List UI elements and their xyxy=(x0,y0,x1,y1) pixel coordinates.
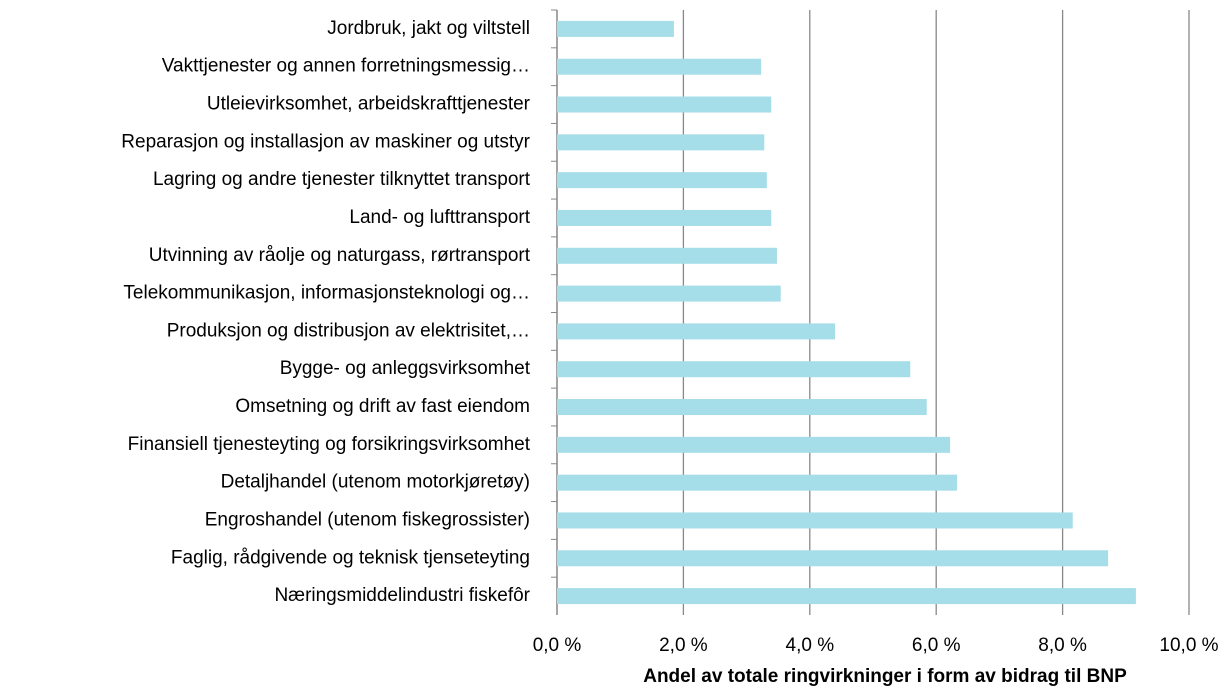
bar xyxy=(557,399,927,416)
y-tick-label: Reparasjon og installasjon av maskiner o… xyxy=(121,131,530,152)
y-tick-label: Næringsmiddelindustri fiskefôr xyxy=(274,585,530,606)
bar xyxy=(557,172,767,189)
bar xyxy=(557,436,951,453)
bar xyxy=(557,20,674,37)
y-tick-label: Faglig, rådgivende og teknisk tjenseteyt… xyxy=(171,547,530,568)
x-tick-label: 0,0 % xyxy=(533,635,582,656)
y-tick-label: Land- og lufttransport xyxy=(349,207,530,228)
bar xyxy=(557,474,958,491)
x-tick-label: 10,0 % xyxy=(1159,635,1218,656)
y-tick-label: Finansiell tjenesteyting og forsikringsv… xyxy=(128,434,531,455)
y-tick-label: Engroshandel (utenom fiskegrossister) xyxy=(205,509,530,530)
bar xyxy=(557,96,772,113)
bar xyxy=(557,285,781,302)
y-tick-label: Jordbruk, jakt og viltstell xyxy=(327,18,530,39)
x-tick-label: 2,0 % xyxy=(659,635,708,656)
bar xyxy=(557,209,772,226)
bar xyxy=(557,512,1073,529)
y-tick-label: Bygge- og anleggsvirksomhet xyxy=(280,358,531,379)
bar xyxy=(557,58,762,75)
y-tick-label: Utvinning av råolje og naturgass, rørtra… xyxy=(149,245,531,266)
y-tick-label: Produksjon og distribusjon av elektrisit… xyxy=(167,320,530,341)
y-tick-label: Omsetning og drift av fast eiendom xyxy=(235,396,530,417)
y-tick-label: Lagring og andre tjenester tilknyttet tr… xyxy=(153,169,531,190)
bar xyxy=(557,361,911,378)
x-tick-label: 6,0 % xyxy=(912,635,961,656)
x-tick-label: 4,0 % xyxy=(786,635,835,656)
bar xyxy=(557,247,777,264)
x-axis-title: Andel av totale ringvirkninger i form av… xyxy=(643,666,1127,687)
bar xyxy=(557,588,1136,605)
y-tick-label: Detaljhandel (utenom motorkjøretøy) xyxy=(221,472,530,493)
y-tick-label: Telekommunikasjon, informasjonsteknologi… xyxy=(123,283,530,304)
y-tick-label: Vakttjenester og annen forretningsmessig… xyxy=(162,56,530,77)
y-tick-label: Utleievirksomhet, arbeidskrafttjenester xyxy=(207,94,531,115)
bar xyxy=(557,550,1109,567)
x-tick-label: 8,0 % xyxy=(1038,635,1087,656)
bar xyxy=(557,323,836,340)
bar xyxy=(557,134,765,151)
